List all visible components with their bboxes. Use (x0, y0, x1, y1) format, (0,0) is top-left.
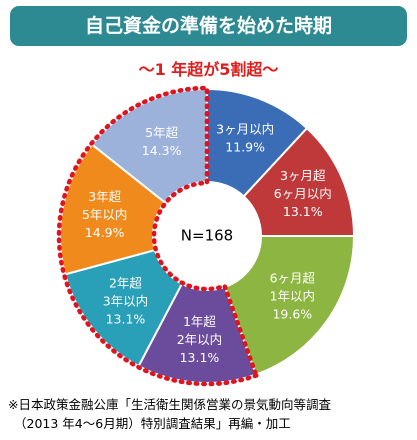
donut-chart: 3ヶ月以内 11.9%3ヶ月超 6ヶ月以内 13.1% 6ヶ月超 1年以内 19.6% 1年超… (56, 85, 356, 387)
slice-label-6: 3年超 5年以内 14.9% (82, 189, 127, 240)
highlight-outline (56, 85, 260, 387)
slice-3 (223, 235, 356, 376)
center-label: N=168 (181, 227, 233, 245)
slice-label-2: 3ヶ月超 6ヶ月以内 13.1% (274, 168, 332, 219)
slice-label-5: 2年超 3年以内 13.1% (103, 275, 148, 326)
source-line-2: （2013 年4～6月期）特別調査結果」再編・加工 (14, 416, 291, 431)
slice-label-1: 3ヶ月以内 11.9% (216, 122, 274, 155)
slice-label-3: 6ヶ月超 1年以内 19.6% (270, 270, 316, 321)
source-note: ※日本政策金融公庫「生活衛生関係営業の景気動向等調査 （2013 年4～6月期）… (8, 395, 413, 433)
slice-label-7: 5年超 14.3% (142, 125, 182, 158)
chart-subtitle: ～1 年超が5割超～ (138, 60, 279, 79)
source-line-1: ※日本政策金融公庫「生活衛生関係営業の景気動向等調査 (8, 397, 331, 412)
slice-label-4: 1年超 2年以内 13.1% (177, 314, 222, 365)
chart-title: 自己資金の準備を始めた時期 (10, 6, 407, 46)
